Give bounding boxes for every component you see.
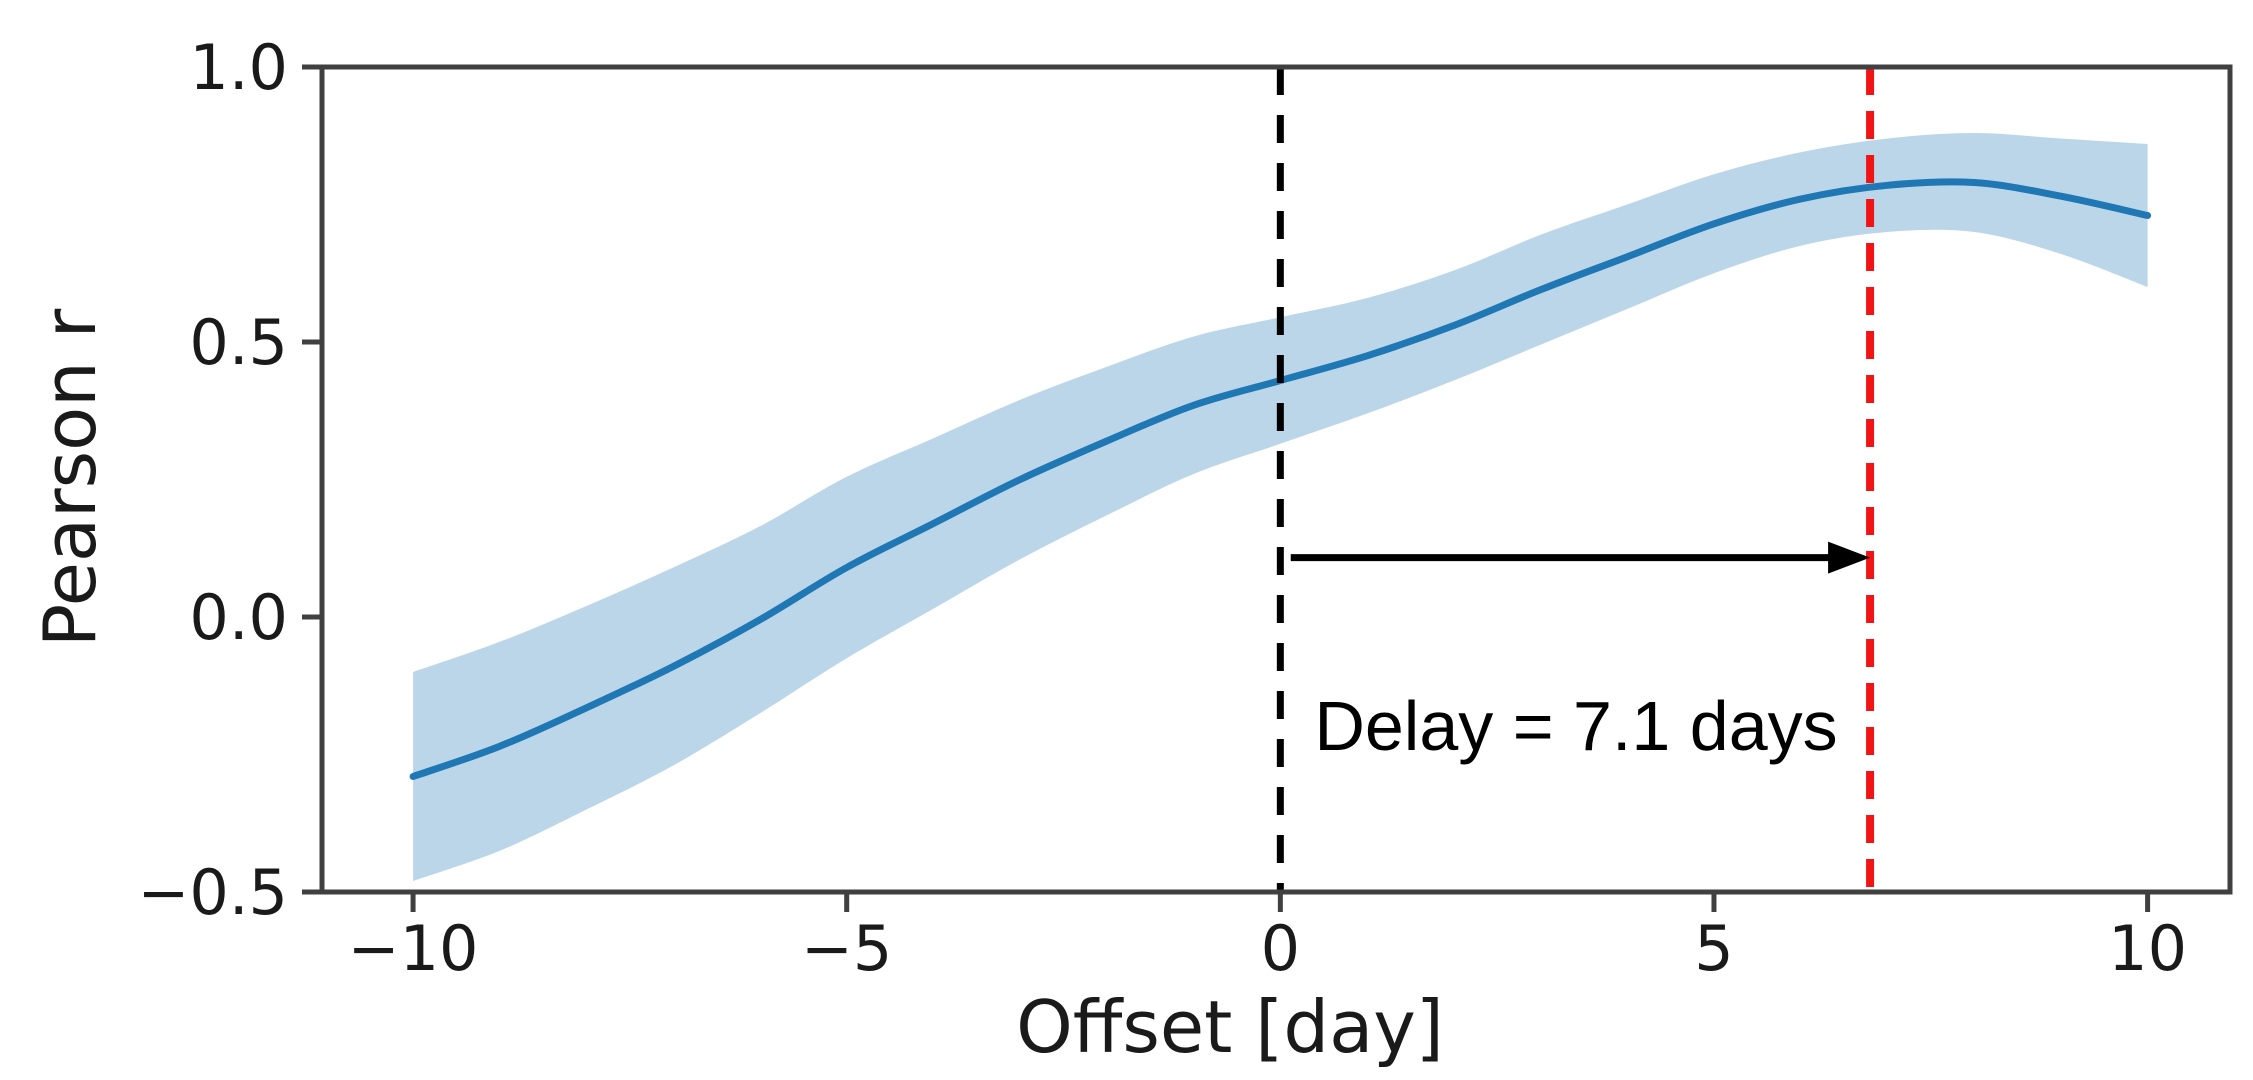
y-tick-label: 0.0 — [189, 581, 288, 654]
y-axis-label: Pearson r — [28, 308, 112, 647]
x-tick-label: 10 — [2108, 912, 2187, 985]
confidence-band — [413, 133, 2148, 881]
x-tick-label: −10 — [348, 912, 479, 985]
delay-arrow-head — [1828, 541, 1871, 574]
y-tick-label: 0.5 — [189, 306, 288, 379]
delay-arrow — [1290, 541, 1871, 574]
y-tick-label: 1.0 — [189, 31, 288, 104]
x-axis-label: Offset [day] — [1016, 985, 1444, 1069]
plot-area: −10 −5 0 5 10 −0.5 0.0 0.5 1.0 — [137, 31, 2233, 985]
x-tick-label: −5 — [801, 912, 892, 985]
y-tick-label: −0.5 — [137, 856, 288, 929]
axes-spines — [319, 64, 2233, 895]
x-tick-label: 0 — [1261, 912, 1300, 985]
delay-annotation: Delay = 7.1 days — [1314, 687, 1837, 765]
x-tick-label: 5 — [1694, 912, 1733, 985]
